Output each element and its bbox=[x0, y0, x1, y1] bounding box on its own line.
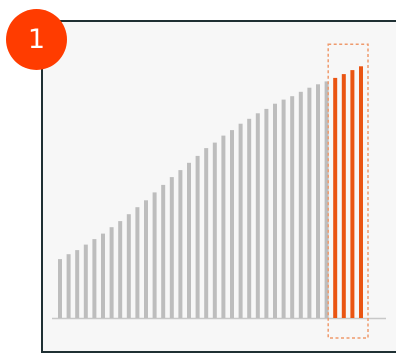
bar bbox=[316, 84, 320, 318]
bar bbox=[255, 113, 260, 318]
bar bbox=[118, 221, 123, 318]
bar bbox=[324, 81, 329, 319]
bar bbox=[247, 118, 252, 318]
bar bbox=[152, 192, 157, 318]
bar bbox=[109, 227, 114, 318]
step-number-badge: 1 bbox=[6, 9, 67, 70]
bar bbox=[298, 91, 303, 318]
highlighted-bar bbox=[341, 74, 346, 318]
bar bbox=[169, 177, 174, 318]
bar bbox=[281, 99, 286, 318]
bar bbox=[238, 123, 243, 318]
bar bbox=[273, 103, 277, 318]
step-number: 1 bbox=[27, 24, 46, 55]
highlighted-bar bbox=[333, 77, 338, 319]
bar bbox=[204, 148, 209, 318]
bar bbox=[126, 214, 131, 318]
bar bbox=[212, 142, 217, 318]
bar bbox=[195, 155, 200, 318]
highlighted-bar bbox=[359, 66, 363, 318]
bar bbox=[66, 254, 71, 318]
bar bbox=[144, 200, 148, 318]
bar bbox=[178, 170, 183, 318]
bar bbox=[135, 207, 140, 318]
bar bbox=[290, 96, 295, 318]
bar bbox=[230, 130, 234, 318]
bar bbox=[221, 135, 226, 318]
bar bbox=[92, 239, 97, 318]
bar bbox=[58, 259, 62, 318]
bar bbox=[161, 184, 166, 318]
bar bbox=[264, 108, 269, 319]
bar bbox=[83, 244, 88, 318]
bar bbox=[187, 162, 191, 318]
highlight-box bbox=[327, 43, 369, 339]
bar bbox=[101, 233, 105, 318]
bar bbox=[75, 250, 80, 318]
bar bbox=[307, 87, 312, 318]
highlighted-bar bbox=[350, 70, 355, 318]
